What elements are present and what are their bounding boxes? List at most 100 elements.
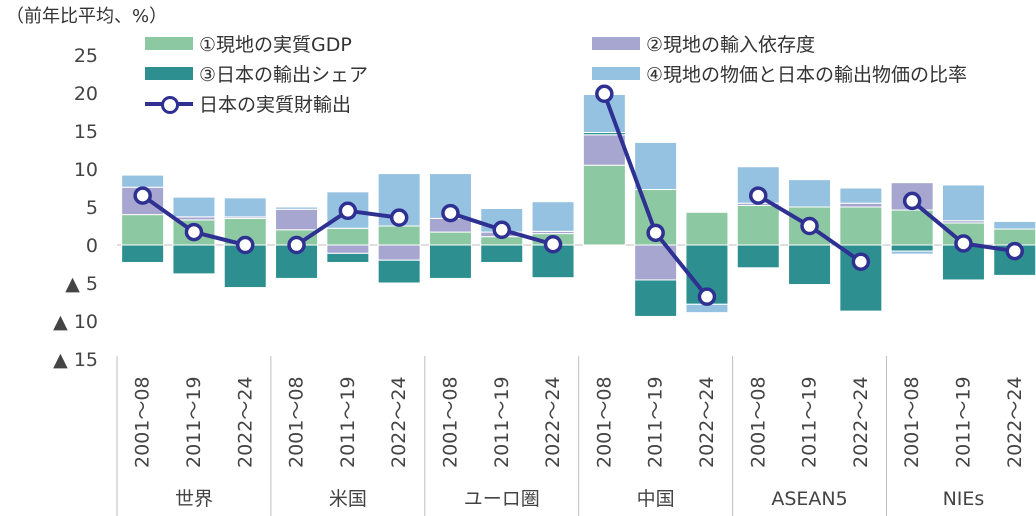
- data-point: [1005, 241, 1024, 261]
- period-label: 2022～24: [1004, 376, 1026, 468]
- bar-segment-export_share: [121, 244, 165, 263]
- period-label: 2001～08: [747, 376, 769, 468]
- period-label: 2022～24: [696, 376, 718, 468]
- period-label: 2001～08: [901, 376, 923, 468]
- period-label: 2001～08: [132, 376, 154, 468]
- legend-label-line: 日本の実質財輸出: [199, 94, 352, 116]
- period-label: 2022～24: [542, 376, 564, 468]
- bar-segment-gdp: [736, 204, 780, 246]
- bar-segment-import_dep: [377, 244, 421, 261]
- bar-segment-export_share: [326, 252, 370, 263]
- period-label: 2001～08: [593, 376, 615, 468]
- bar-segment-gdp: [839, 206, 883, 246]
- legend-label-import-dep: ②現地の輸入依存度: [646, 34, 816, 56]
- bar-segment-export_share: [890, 244, 934, 252]
- bar-segment-import_dep: [275, 208, 319, 231]
- y-tick-label: 20: [74, 83, 98, 105]
- data-point: [800, 216, 819, 236]
- bar-segment-price_ratio: [275, 206, 319, 210]
- data-point: [902, 191, 922, 211]
- data-point: [133, 186, 152, 205]
- period-label: 2022～24: [388, 376, 410, 468]
- data-point: [338, 201, 358, 221]
- bar-segment-price_ratio: [890, 250, 934, 255]
- group-label: 世界: [175, 488, 213, 510]
- legend-item-gdp: ①現地の実質GDP: [145, 30, 352, 57]
- period-label: 2011～19: [183, 376, 205, 468]
- y-tick-label: 15: [74, 121, 98, 143]
- bar-segment-export_share: [480, 244, 524, 263]
- bar-segment-import_dep: [326, 244, 370, 254]
- legend-item-line: 日本の実質財輸出: [145, 90, 351, 117]
- bar-segment-export_share: [531, 244, 575, 279]
- legend-item-price-ratio: ④現地の物価と日本の輸出物価の比率: [592, 60, 967, 87]
- bar-segment-export_share: [172, 244, 216, 275]
- bar-segment-export_share: [788, 244, 832, 286]
- data-point: [236, 235, 255, 255]
- y-tick-label: ▲ 5: [65, 273, 98, 295]
- period-label: 2011～19: [491, 376, 513, 468]
- bar-segment-price_ratio: [993, 220, 1036, 230]
- bar-segment-price_ratio: [941, 184, 985, 222]
- data-point: [851, 252, 871, 271]
- bar-segment-import_dep: [839, 202, 883, 208]
- legend-item-import-dep: ②現地の輸入依存度: [592, 30, 815, 57]
- data-point: [954, 234, 973, 253]
- bar-segment-gdp: [326, 227, 370, 246]
- bar-segment-gdp: [121, 214, 165, 246]
- period-label: 2011～19: [799, 376, 821, 468]
- legend-item-export-share: ③日本の輸出シェア: [145, 60, 368, 87]
- group-label: ユーロ圏: [464, 488, 540, 510]
- period-label: 2011～19: [645, 376, 667, 468]
- data-point: [646, 223, 665, 243]
- bar-segment-export_share: [428, 244, 472, 279]
- group-label: 中国: [637, 488, 675, 510]
- group-label: 米国: [329, 488, 367, 510]
- group-label: NIEs: [943, 488, 985, 510]
- bar-segment-price_ratio: [121, 174, 165, 188]
- legend-label-gdp: ①現地の実質GDP: [199, 34, 352, 56]
- legend-swatch-price-ratio: [592, 67, 640, 80]
- bar-segment-export_share: [634, 279, 678, 317]
- bar-segment-price_ratio: [788, 179, 832, 208]
- bar-segment-export_share: [377, 259, 421, 284]
- period-label: 2001～08: [286, 376, 308, 468]
- legend-label-export-share: ③日本の輸出シェア: [199, 64, 369, 86]
- y-tick-label: ▲ 15: [53, 349, 98, 371]
- bar-segment-export_share: [736, 244, 780, 269]
- y-tick-label: 0: [86, 235, 98, 257]
- bar-segment-price_ratio: [172, 196, 216, 218]
- data-point: [492, 220, 511, 240]
- legend-swatch-gdp: [145, 37, 193, 50]
- y-tick-label: 25: [74, 45, 98, 67]
- y-tick-label: ▲ 10: [53, 311, 98, 333]
- bar-segment-price_ratio: [634, 141, 678, 191]
- bar-segment-gdp: [685, 211, 729, 246]
- data-point: [184, 222, 204, 242]
- period-label: 2022～24: [850, 376, 872, 468]
- y-tick-label: 5: [86, 197, 98, 219]
- legend-swatch-line: [145, 95, 193, 114]
- bar-segment-price_ratio: [223, 197, 267, 218]
- period-label: 2001～08: [439, 376, 461, 468]
- bar-segment-import_dep: [582, 134, 626, 166]
- bar-segment-gdp: [428, 231, 472, 246]
- legend-label-price-ratio: ④現地の物価と日本の輸出物価の比率: [646, 64, 968, 86]
- period-label: 2022～24: [234, 376, 256, 468]
- data-point: [697, 287, 717, 306]
- data-point: [441, 203, 460, 223]
- period-label: 2011～19: [337, 376, 359, 468]
- data-point: [749, 186, 768, 205]
- legend-swatch-export-share: [145, 67, 193, 80]
- data-point: [287, 235, 306, 255]
- bar-segment-price_ratio: [531, 201, 575, 232]
- y-tick-label: 10: [74, 159, 98, 181]
- bar-segment-price_ratio: [839, 187, 883, 204]
- group-label: ASEAN5: [771, 488, 847, 510]
- period-label: 2011～19: [952, 376, 974, 468]
- data-point: [595, 84, 614, 104]
- bar-segment-export_share: [223, 244, 267, 289]
- unit-label: （前年比平均、%）: [6, 6, 168, 27]
- legend-swatch-import-dep: [592, 37, 640, 50]
